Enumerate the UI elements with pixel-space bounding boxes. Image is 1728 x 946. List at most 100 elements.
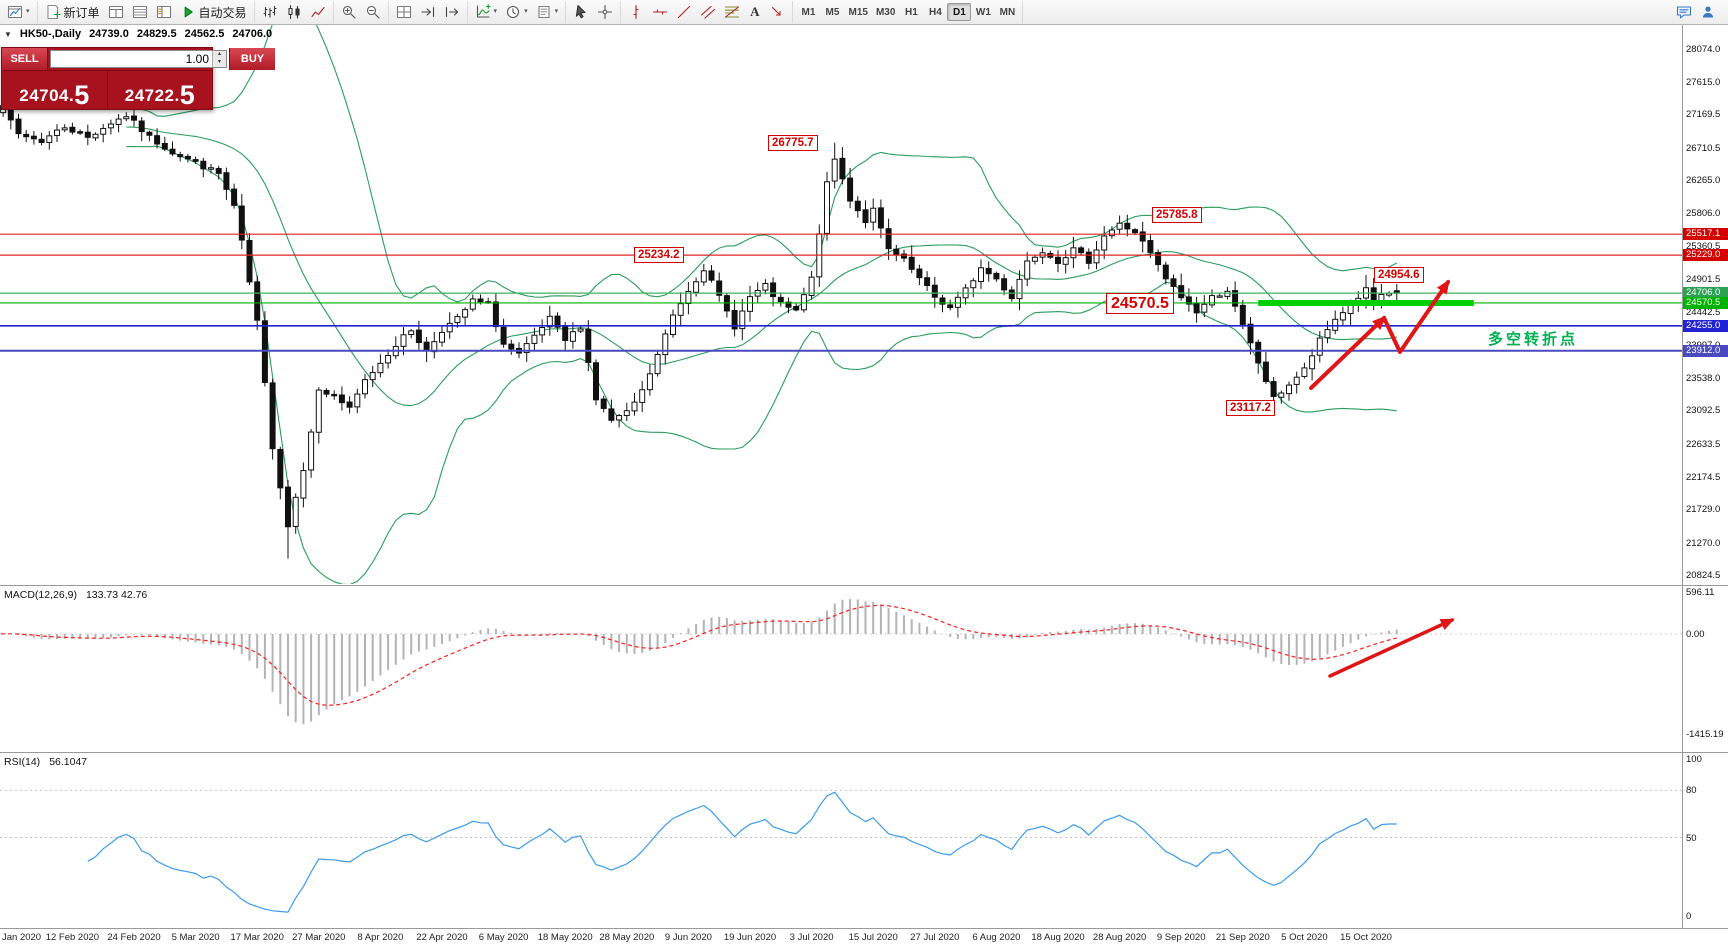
- cursor-button[interactable]: [569, 2, 593, 22]
- periods-button[interactable]: ▾: [501, 2, 532, 22]
- macd-name: MACD(12,26,9): [4, 589, 77, 601]
- price-level-label[interactable]: 24954.6: [1374, 267, 1424, 284]
- buy-price[interactable]: 24722. 5: [108, 71, 213, 109]
- volume-up-icon[interactable]: ▴: [213, 51, 226, 59]
- dropdown-caret-icon: ▾: [524, 8, 528, 15]
- community-button[interactable]: [1696, 2, 1720, 22]
- zoomout-icon: [366, 5, 380, 19]
- price-tick-label: 23092.5: [1686, 405, 1721, 417]
- autoscroll-icon: [420, 6, 434, 18]
- macd-axis-label: -1415.19: [1686, 728, 1724, 740]
- rsi-value: 56.1047: [49, 756, 88, 768]
- ohlc-open: 24739.0: [89, 28, 129, 40]
- market-watch-button[interactable]: [104, 2, 128, 22]
- price-tag: 24706.0: [1683, 287, 1728, 300]
- rsi-name: RSI(14): [4, 756, 41, 768]
- fibonacci-button[interactable]: [720, 2, 744, 22]
- drawn-arrows[interactable]: [1309, 279, 1455, 678]
- date-label: 28 May 2020: [599, 932, 655, 943]
- price-level-label[interactable]: 26775.7: [768, 134, 818, 151]
- date-label: 21 Sep 2020: [1215, 932, 1270, 943]
- one-click-trading-panel: SELL ▴ ▾ BUY 24704. 5 24722. 5: [1, 47, 275, 110]
- price-level-label[interactable]: 23117.2: [1226, 400, 1275, 417]
- tf-m15[interactable]: M15: [844, 3, 871, 21]
- horizontal-line-button[interactable]: [648, 2, 672, 22]
- chart-shift-button[interactable]: [440, 2, 464, 22]
- tf-m1[interactable]: M1: [796, 3, 820, 21]
- tf-m30[interactable]: M30: [872, 3, 899, 21]
- window-group: [389, 1, 468, 23]
- new-chart-button[interactable]: ▾: [3, 2, 34, 22]
- date-label: 17 Mar 2020: [230, 932, 284, 943]
- tf-d1[interactable]: D1: [947, 3, 972, 21]
- date-label: 8 Apr 2020: [357, 932, 404, 943]
- panel-separators[interactable]: [0, 24, 1728, 929]
- bar-chart-button[interactable]: [258, 2, 282, 22]
- trendline-button[interactable]: [672, 2, 696, 22]
- turning-point-annotation[interactable]: 多空转折点: [1488, 331, 1579, 348]
- text-button[interactable]: A: [744, 2, 765, 22]
- price-tag: 25229.0: [1683, 249, 1728, 262]
- date-label: 27 Jul 2020: [910, 932, 960, 943]
- newchart-icon: [7, 5, 23, 19]
- chart-group: ▾: [0, 1, 38, 23]
- data-window-button[interactable]: [128, 2, 152, 22]
- date-label: 27 Mar 2020: [292, 932, 346, 943]
- price-level-label[interactable]: 25785.8: [1152, 206, 1202, 223]
- crosshair-button[interactable]: [593, 2, 617, 22]
- tf-mn[interactable]: MN: [995, 3, 1019, 21]
- autotrading-button[interactable]: 自动交易: [176, 2, 251, 22]
- volume-down-icon[interactable]: ▾: [213, 59, 226, 67]
- shift-icon: [445, 6, 458, 18]
- zoom-out-button[interactable]: [361, 2, 385, 22]
- bb-lower: [126, 145, 1397, 584]
- vertical-line-button[interactable]: [624, 2, 648, 22]
- trade-group: 新订单 自动交易: [38, 1, 255, 23]
- volume-field: ▴ ▾: [50, 50, 227, 68]
- price-tag: 24570.5: [1683, 296, 1728, 309]
- sell-price[interactable]: 24704. 5: [2, 71, 108, 109]
- navigator-button[interactable]: [152, 2, 176, 22]
- sell-button[interactable]: SELL: [2, 48, 48, 70]
- date-label: 18 May 2020: [537, 932, 593, 943]
- arrows-button[interactable]: [765, 2, 789, 22]
- rsi-series: [0, 789, 1682, 913]
- trend-arrow-up-1: [1309, 315, 1387, 390]
- channel-button[interactable]: [696, 2, 720, 22]
- price-level-label[interactable]: 24570.5: [1106, 292, 1174, 314]
- buy-button[interactable]: BUY: [229, 48, 275, 70]
- date-label: 6 May 2020: [478, 932, 529, 943]
- volume-input[interactable]: [51, 51, 212, 67]
- tf-h1[interactable]: H1: [899, 3, 923, 21]
- navigator-icon: [156, 5, 171, 19]
- date-label: 18 Aug 2020: [1031, 932, 1085, 943]
- new-order-button[interactable]: 新订单: [41, 2, 104, 22]
- tf-m5[interactable]: M5: [820, 3, 844, 21]
- crosshair-icon: [598, 4, 613, 20]
- zoom-in-button[interactable]: [337, 2, 361, 22]
- date-label: 22 Apr 2020: [416, 932, 468, 943]
- indicators-button[interactable]: ▾: [471, 2, 502, 22]
- price-tick-label: 25806.0: [1686, 208, 1721, 220]
- price-tick-label: 21729.0: [1686, 504, 1721, 516]
- chat-button[interactable]: [1672, 2, 1696, 22]
- channel-icon: [701, 5, 716, 19]
- tile-windows-button[interactable]: [392, 2, 416, 22]
- one-click-collapse-icon[interactable]: ▼: [4, 29, 12, 39]
- price-level-label[interactable]: 25234.2: [634, 246, 684, 263]
- tf-h4[interactable]: H4: [923, 3, 947, 21]
- bollinger-bands: [126, 25, 1398, 584]
- candlestick-chart-button[interactable]: [282, 2, 306, 22]
- auto-scroll-button[interactable]: [416, 2, 440, 22]
- line-chart-button[interactable]: [306, 2, 330, 22]
- price-tick-label: 26710.5: [1686, 142, 1721, 154]
- vline-icon: [633, 4, 639, 20]
- bb-upper: [126, 25, 1398, 303]
- indicator-group: ▾ ▾ ▾: [468, 1, 567, 23]
- date-label: Jan 2020: [2, 932, 42, 943]
- tf-w1[interactable]: W1: [971, 3, 995, 21]
- templates-button[interactable]: ▾: [532, 2, 563, 22]
- date-label: 9 Sep 2020: [1156, 932, 1206, 943]
- template-icon: [538, 5, 550, 19]
